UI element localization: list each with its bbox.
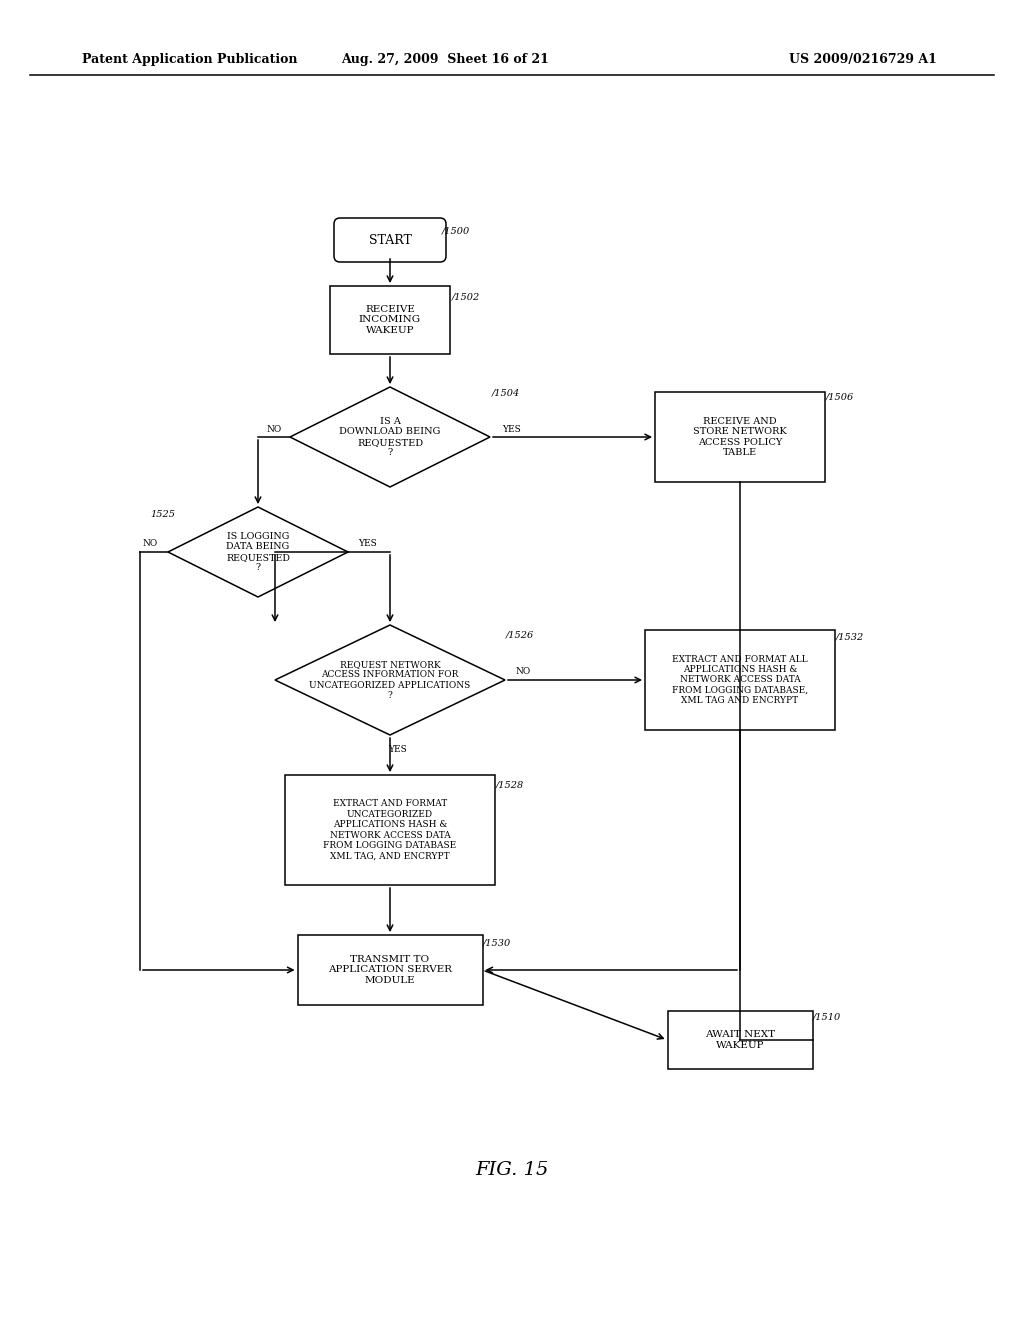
Text: /1506: /1506 — [826, 393, 854, 403]
Text: RECEIVE
INCOMING
WAKEUP: RECEIVE INCOMING WAKEUP — [359, 305, 421, 335]
Text: /1528: /1528 — [496, 780, 524, 789]
Text: 1525: 1525 — [150, 510, 175, 519]
Bar — [668, 1011, 812, 1069]
Polygon shape — [275, 624, 505, 735]
Polygon shape — [168, 507, 348, 597]
FancyBboxPatch shape — [334, 218, 446, 261]
Text: Aug. 27, 2009  Sheet 16 of 21: Aug. 27, 2009 Sheet 16 of 21 — [341, 53, 550, 66]
Text: AWAIT NEXT
WAKEUP: AWAIT NEXT WAKEUP — [705, 1031, 775, 1049]
Text: RECEIVE AND
STORE NETWORK
ACCESS POLICY
TABLE: RECEIVE AND STORE NETWORK ACCESS POLICY … — [693, 417, 786, 457]
Text: IS A
DOWNLOAD BEING
REQUESTED
?: IS A DOWNLOAD BEING REQUESTED ? — [339, 417, 440, 457]
Bar — [655, 392, 825, 482]
Text: /1532: /1532 — [836, 632, 864, 642]
Text: NO: NO — [142, 540, 158, 549]
Bar — [298, 935, 482, 1005]
Text: /1504: /1504 — [492, 389, 520, 399]
Text: START: START — [369, 234, 412, 247]
Text: REQUEST NETWORK
ACCESS INFORMATION FOR
UNCATEGORIZED APPLICATIONS
?: REQUEST NETWORK ACCESS INFORMATION FOR U… — [309, 660, 471, 700]
Text: /1530: /1530 — [483, 939, 511, 946]
Text: /1502: /1502 — [452, 292, 480, 301]
Text: YES: YES — [358, 540, 378, 549]
Text: NO: NO — [515, 668, 530, 676]
Text: FIG. 15: FIG. 15 — [475, 1162, 549, 1179]
Text: EXTRACT AND FORMAT ALL
APPLICATIONS HASH &
NETWORK ACCESS DATA
FROM LOGGING DATA: EXTRACT AND FORMAT ALL APPLICATIONS HASH… — [672, 655, 808, 705]
Text: NO: NO — [266, 425, 282, 433]
Bar — [645, 630, 835, 730]
Text: IS LOGGING
DATA BEING
REQUESTED
?: IS LOGGING DATA BEING REQUESTED ? — [226, 532, 290, 572]
Text: YES: YES — [389, 744, 408, 754]
Text: US 2009/0216729 A1: US 2009/0216729 A1 — [790, 53, 937, 66]
Text: EXTRACT AND FORMAT
UNCATEGORIZED
APPLICATIONS HASH &
NETWORK ACCESS DATA
FROM LO: EXTRACT AND FORMAT UNCATEGORIZED APPLICA… — [324, 800, 457, 861]
Bar — [285, 775, 495, 884]
Text: Patent Application Publication: Patent Application Publication — [82, 53, 297, 66]
Text: TRANSMIT TO
APPLICATION SERVER
MODULE: TRANSMIT TO APPLICATION SERVER MODULE — [328, 956, 452, 985]
Text: /1500: /1500 — [442, 226, 470, 235]
Text: /1526: /1526 — [506, 630, 535, 639]
Bar — [330, 286, 450, 354]
Text: /1510: /1510 — [813, 1012, 842, 1022]
Text: YES: YES — [503, 425, 521, 433]
Polygon shape — [290, 387, 490, 487]
